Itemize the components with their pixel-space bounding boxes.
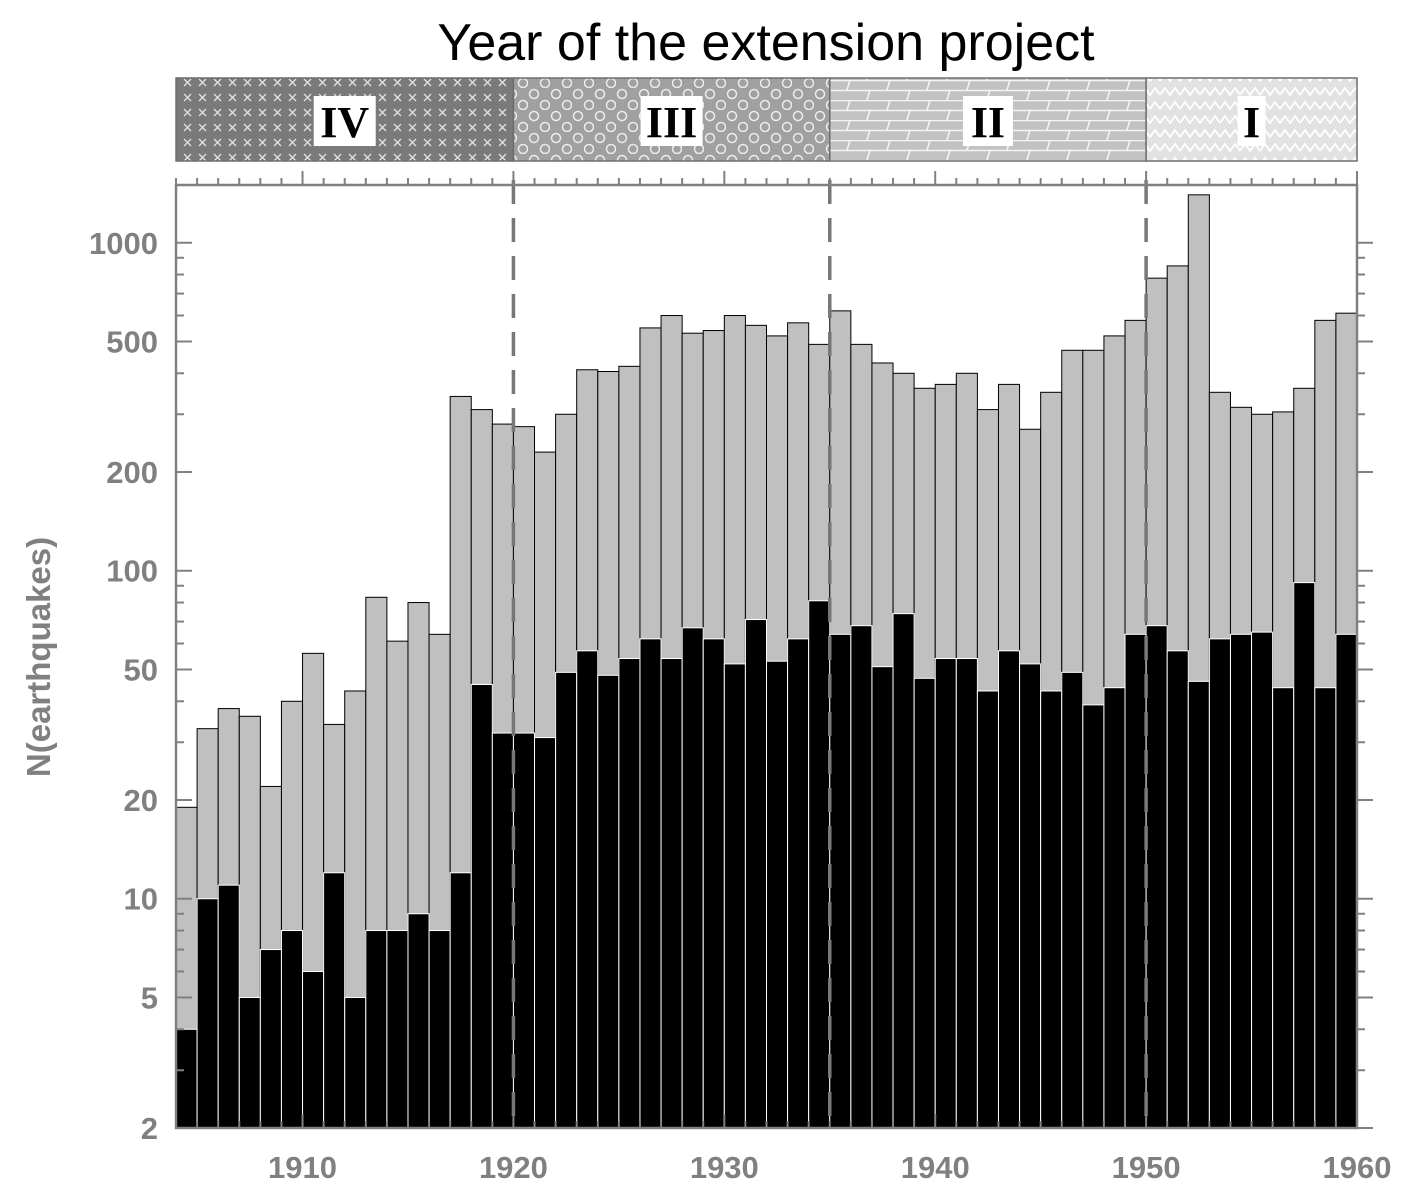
period-label-bg xyxy=(962,96,1013,146)
bar-subset-1913 xyxy=(365,930,388,1129)
bar-subset-1940 xyxy=(934,658,957,1129)
bar-subset-1943 xyxy=(997,650,1021,1129)
bar-subset-1939 xyxy=(913,677,936,1129)
x-tick-labels: 1910 1920 1930 1940 1950 1960 xyxy=(268,1150,1391,1185)
bar-subset-1925 xyxy=(618,658,641,1129)
bar-subset-1949 xyxy=(1124,633,1147,1129)
y-tick-labels: 2 5 10 20 50 100 200 500 1000 xyxy=(89,226,158,1146)
bar-subset-1955 xyxy=(1251,631,1274,1129)
plot-axes xyxy=(174,171,1373,1130)
bar-subset-1910 xyxy=(302,971,325,1129)
chart-title: Year of the extension project xyxy=(437,14,1095,72)
bar-subset-1932 xyxy=(766,660,789,1129)
bar-subset-1948 xyxy=(1103,687,1126,1129)
subset-bars xyxy=(175,582,1358,1129)
bar-subset-1958 xyxy=(1314,687,1337,1129)
bar-subset-1924 xyxy=(597,674,620,1129)
bar-subset-1905 xyxy=(196,898,219,1129)
period-label-ii: II xyxy=(971,98,1005,147)
y-tick-label-5: 5 xyxy=(141,980,158,1015)
bar-subset-1954 xyxy=(1229,633,1253,1129)
bar-subset-1957 xyxy=(1293,582,1316,1129)
x-tick-label-1950: 1950 xyxy=(1112,1150,1181,1185)
y-tick-label-50: 50 xyxy=(124,652,158,687)
bar-subset-1926 xyxy=(639,638,662,1129)
bar-subset-1918 xyxy=(470,683,493,1129)
bar-subset-1942 xyxy=(976,690,999,1129)
bar-subset-1907 xyxy=(238,996,261,1129)
y-tick-label-100: 100 xyxy=(106,554,158,589)
bar-subset-1923 xyxy=(576,650,599,1129)
x-tick-label-1930: 1930 xyxy=(690,1150,759,1185)
bar-subset-1916 xyxy=(428,930,451,1129)
period-label-iii: III xyxy=(646,98,697,147)
bar-subset-1929 xyxy=(702,638,725,1129)
bar-subset-1933 xyxy=(787,638,810,1129)
bar-subset-1947 xyxy=(1082,704,1105,1129)
bar-subset-1953 xyxy=(1208,638,1231,1129)
bar-subset-1952 xyxy=(1187,680,1210,1129)
bar-subset-1934 xyxy=(808,600,831,1129)
bar-subset-1922 xyxy=(555,671,578,1129)
bar-subset-1912 xyxy=(344,996,367,1129)
bar-subset-1931 xyxy=(744,619,767,1129)
bar-subset-1909 xyxy=(280,930,304,1129)
period-label-bg xyxy=(640,96,703,146)
bar-subset-1928 xyxy=(681,627,704,1129)
y-tick-label-200: 200 xyxy=(106,455,158,490)
bar-subset-1911 xyxy=(323,872,346,1129)
bar-subset-1935 xyxy=(829,633,852,1129)
x-tick-label-1940: 1940 xyxy=(901,1150,970,1185)
bar-subset-1936 xyxy=(850,625,873,1129)
bar-subset-1914 xyxy=(386,930,409,1129)
bar-subset-1938 xyxy=(892,613,915,1129)
x-tick-label-1960: 1960 xyxy=(1323,1150,1392,1185)
y-tick-label-2: 2 xyxy=(141,1111,158,1146)
y-axis-label: N(earthquakes) xyxy=(20,537,57,777)
bar-subset-1951 xyxy=(1166,650,1189,1129)
x-tick-label-1920: 1920 xyxy=(479,1150,548,1185)
period-band: IV III II I xyxy=(175,77,1358,162)
bar-subset-1945 xyxy=(1040,690,1063,1129)
bar-subset-1917 xyxy=(449,872,472,1129)
bar-subset-1946 xyxy=(1061,671,1084,1129)
bar-subset-1941 xyxy=(955,658,978,1129)
bar-subset-1906 xyxy=(217,884,240,1129)
period-label-i: I xyxy=(1243,98,1260,147)
y-tick-label-500: 500 xyxy=(106,324,158,359)
x-tick-label-1910: 1910 xyxy=(268,1150,337,1185)
period-label-iv: IV xyxy=(320,98,369,147)
bar-subset-1950 xyxy=(1145,625,1168,1129)
period-label-bg xyxy=(1237,96,1266,146)
period-label-bg xyxy=(313,96,376,146)
bar-subset-1959 xyxy=(1335,633,1358,1129)
bar-subset-1904 xyxy=(175,1028,198,1129)
bar-subset-1908 xyxy=(259,949,282,1129)
bar-subset-1920 xyxy=(512,732,536,1129)
bar-subset-1919 xyxy=(491,732,514,1129)
y-tick-label-20: 20 xyxy=(124,783,158,818)
y-tick-label-1000: 1000 xyxy=(89,226,158,261)
bar-subset-1927 xyxy=(660,658,683,1129)
bar-subset-1930 xyxy=(723,663,746,1129)
bar-subset-1921 xyxy=(534,737,557,1129)
bar-subset-1956 xyxy=(1272,687,1295,1129)
period-boundaries xyxy=(511,180,1148,1128)
bar-subset-1915 xyxy=(407,913,430,1129)
y-tick-label-10: 10 xyxy=(124,882,158,917)
bar-subset-1937 xyxy=(871,666,894,1129)
bar-subset-1944 xyxy=(1019,663,1042,1129)
